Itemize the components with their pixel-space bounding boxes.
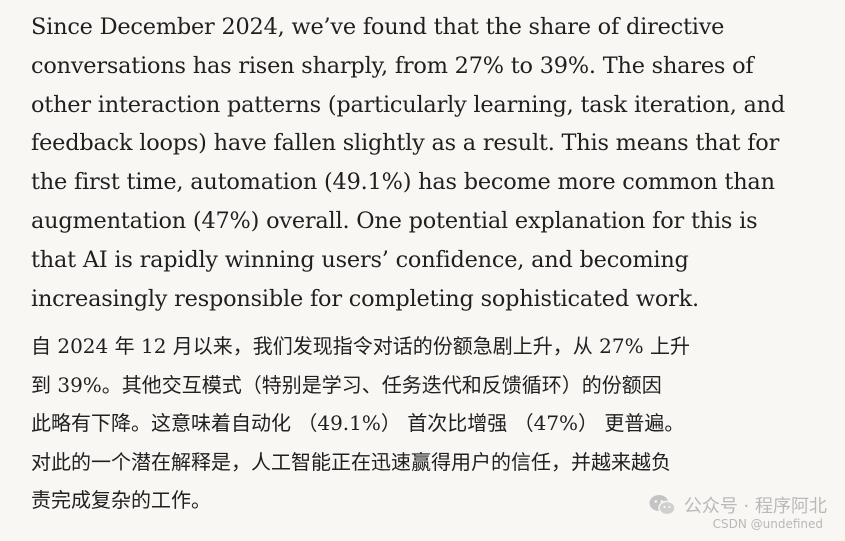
chinese-line: 此略有下降。这意味着自动化 （49.1%） 首次比增强 （47%） 更普遍。 bbox=[31, 411, 685, 436]
chinese-paragraph: 自 2024 年 12 月以来，我们发现指令对话的份额急剧上升，从 27% 上升… bbox=[31, 327, 831, 520]
chinese-line: 对此的一个潜在解释是，人工智能正在迅速赢得用户的信任，并越来越负 bbox=[31, 449, 671, 474]
english-line: increasingly responsible for completing … bbox=[31, 285, 699, 312]
wechat-icon bbox=[648, 493, 676, 517]
csdn-credit: CSDN @undefined bbox=[712, 517, 823, 531]
english-line: feedback loops) have fallen slightly as … bbox=[31, 130, 780, 157]
chinese-line: 自 2024 年 12 月以来，我们发现指令对话的份额急剧上升，从 27% 上升 bbox=[31, 334, 690, 358]
english-line: that AI is rapidly winning users’ confid… bbox=[31, 246, 689, 273]
wechat-watermark: 公众号 · 程序阿北 bbox=[648, 492, 827, 518]
english-line: the first time, automation (49.1%) has b… bbox=[31, 169, 775, 196]
english-line: Since December 2024, we’ve found that th… bbox=[31, 14, 725, 40]
watermark-text: 公众号 · 程序阿北 bbox=[683, 496, 827, 517]
english-line: conversations has risen sharply, from 27… bbox=[31, 52, 754, 79]
english-line: other interaction patterns (particularly… bbox=[31, 91, 786, 118]
english-line: augmentation (47%) overall. One potentia… bbox=[31, 207, 758, 234]
english-paragraph: Since December 2024, we’ve found that th… bbox=[31, 8, 831, 318]
chinese-line: 责完成复杂的工作。 bbox=[31, 488, 211, 513]
chinese-line: 到 39%。其他交互模式（特别是学习、任务迭代和反馈循环）的份额因 bbox=[31, 372, 662, 397]
